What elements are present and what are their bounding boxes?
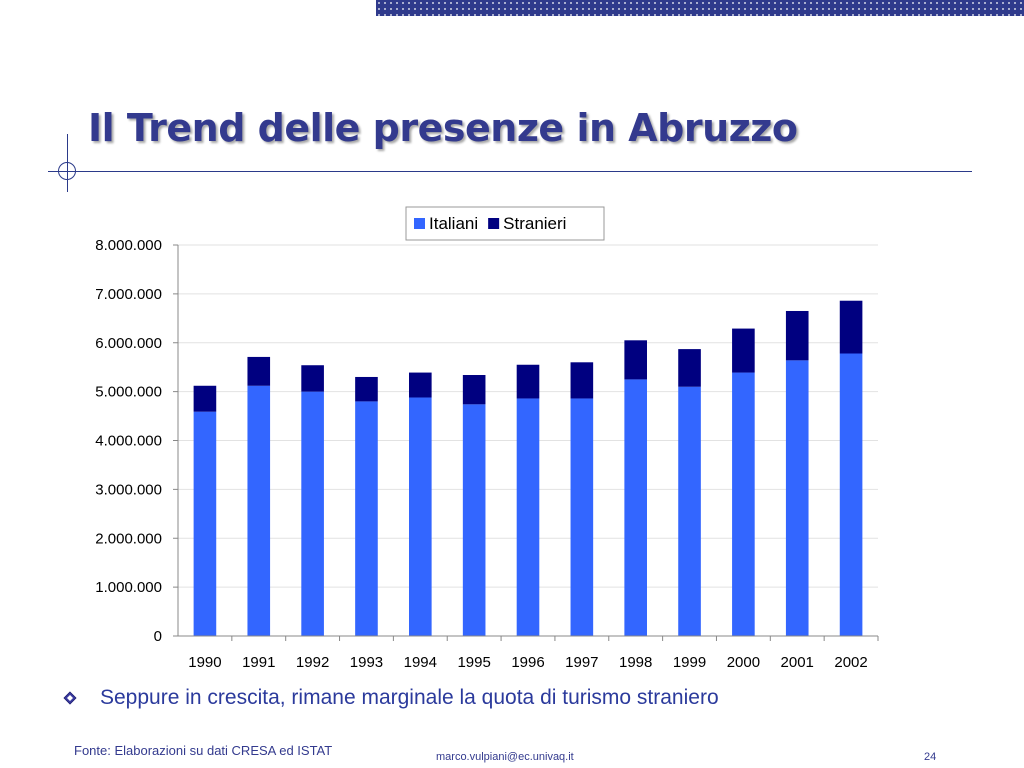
slide-title: Il Trend delle presenze in Abruzzo bbox=[88, 106, 798, 150]
x-tick-label: 1997 bbox=[565, 654, 598, 671]
bar-stranieri-1994 bbox=[409, 372, 432, 398]
bar-stranieri-2000 bbox=[732, 328, 755, 373]
bar-stranieri-1992 bbox=[301, 365, 324, 392]
legend-swatch-italiani bbox=[414, 218, 425, 229]
chart-axes: 0 1.000.000 2.000.000 3.000.000 4.000.000 5.0… bbox=[95, 237, 879, 671]
bar-stranieri-1991 bbox=[247, 356, 271, 386]
x-tick-label: 1992 bbox=[296, 654, 329, 671]
bar-italiani-1996 bbox=[516, 398, 540, 636]
bar-stranieri-1998 bbox=[624, 340, 647, 380]
bar-italiani-1994 bbox=[409, 397, 432, 636]
y-tick-label: 8.000.000 bbox=[95, 237, 162, 254]
bar-stranieri-1990 bbox=[193, 385, 217, 412]
bar-italiani-2001 bbox=[785, 360, 809, 636]
bullet-text: Seppure in crescita, rimane marginale la… bbox=[100, 686, 719, 709]
bar-italiani-2002 bbox=[839, 353, 863, 636]
x-tick-label: 1993 bbox=[350, 654, 383, 671]
bar-italiani-2000 bbox=[732, 372, 755, 636]
legend-label-stranieri: Stranieri bbox=[503, 214, 566, 233]
title-underline-rule bbox=[48, 171, 972, 172]
bar-stranieri-1996 bbox=[516, 364, 540, 399]
bar-italiani-1990 bbox=[193, 411, 217, 636]
decorative-dot-band bbox=[376, 0, 1024, 16]
bullet-point: Seppure in crescita, rimane marginale la… bbox=[56, 683, 1024, 713]
y-tick-label: 6.000.000 bbox=[95, 335, 162, 352]
footer-source: Fonte: Elaborazioni su dati CRESA ed IST… bbox=[74, 743, 333, 758]
y-tick-label: 4.000.000 bbox=[95, 433, 162, 450]
footer-email: marco.vulpiani@ec.univaq.it bbox=[436, 751, 574, 763]
bar-italiani-1992 bbox=[301, 391, 324, 636]
legend-label-italiani: Italiani bbox=[429, 214, 478, 233]
x-tick-label: 1996 bbox=[511, 654, 544, 671]
bar-italiani-1993 bbox=[355, 401, 378, 636]
x-tick-label: 2002 bbox=[834, 654, 867, 671]
bar-italiani-1995 bbox=[462, 404, 486, 636]
bar-stranieri-1999 bbox=[678, 349, 701, 387]
y-tick-label: 3.000.000 bbox=[95, 481, 162, 498]
chart-legend: Italiani Stranieri bbox=[405, 206, 605, 241]
x-tick-label: 1998 bbox=[619, 654, 652, 671]
x-tick-label: 1991 bbox=[242, 654, 275, 671]
y-tick-label: 1.000.000 bbox=[95, 579, 162, 596]
y-tick-label: 0 bbox=[154, 628, 162, 645]
bar-stranieri-1993 bbox=[355, 376, 378, 402]
x-tick-label: 2001 bbox=[781, 654, 814, 671]
bar-italiani-1999 bbox=[678, 386, 701, 636]
x-tick-label: 1995 bbox=[457, 654, 490, 671]
bar-stranieri-2001 bbox=[785, 310, 809, 361]
legend-box bbox=[405, 206, 605, 241]
x-tick-label: 1990 bbox=[188, 654, 221, 671]
bar-stranieri-1995 bbox=[462, 375, 486, 405]
bar-stranieri-1997 bbox=[570, 362, 594, 399]
y-tick-label: 5.000.000 bbox=[95, 384, 162, 401]
x-tick-label: 2000 bbox=[727, 654, 760, 671]
bar-stranieri-2002 bbox=[839, 300, 863, 354]
chart-bars bbox=[193, 300, 863, 636]
bar-italiani-1998 bbox=[624, 379, 647, 636]
legend-swatch-stranieri bbox=[488, 218, 500, 229]
bar-italiani-1997 bbox=[570, 398, 594, 636]
x-tick-label: 1999 bbox=[673, 654, 706, 671]
y-tick-label: 7.000.000 bbox=[95, 286, 162, 303]
page-number: 24 bbox=[924, 751, 937, 763]
bar-italiani-1991 bbox=[247, 385, 271, 636]
diamond-bullet-icon bbox=[62, 690, 78, 706]
y-tick-label: 2.000.000 bbox=[95, 530, 162, 547]
x-tick-label: 1994 bbox=[404, 654, 437, 671]
